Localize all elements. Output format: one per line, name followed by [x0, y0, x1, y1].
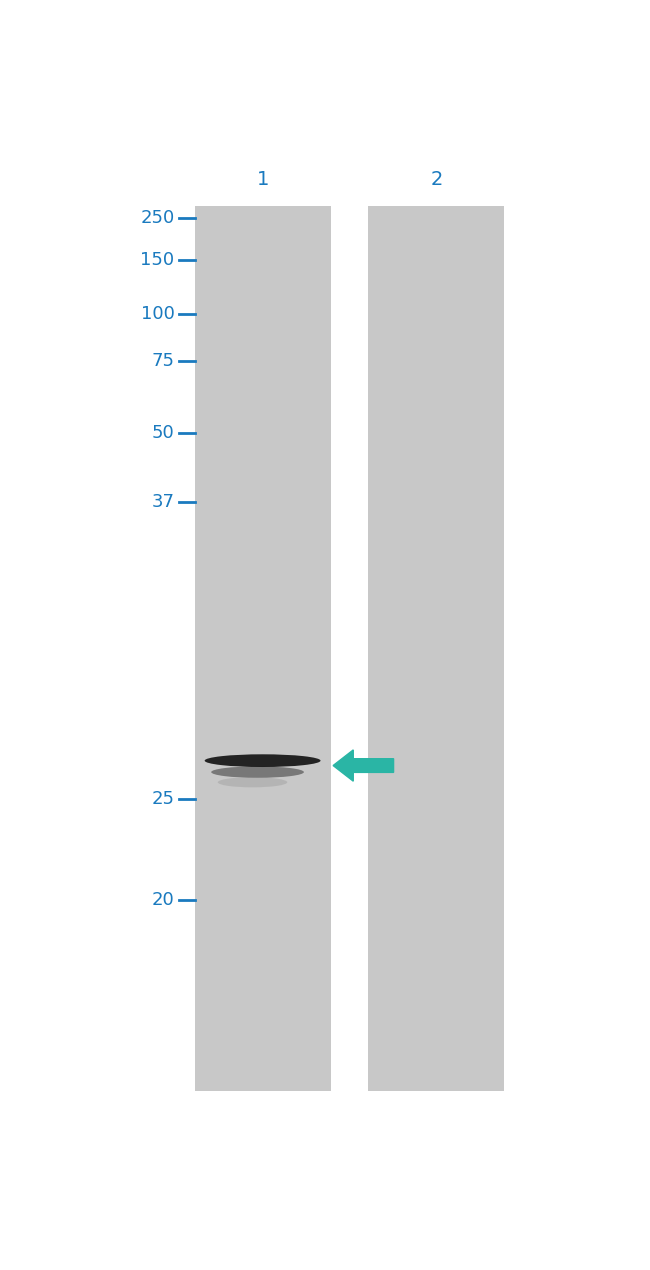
Ellipse shape	[218, 777, 287, 787]
Text: 20: 20	[151, 890, 174, 908]
Text: 150: 150	[140, 251, 174, 269]
Text: 50: 50	[151, 424, 174, 442]
Text: 100: 100	[140, 305, 174, 323]
Text: 2: 2	[430, 170, 443, 189]
Bar	[369, 206, 504, 1091]
Text: 37: 37	[151, 494, 174, 512]
Text: 1: 1	[256, 170, 269, 189]
Text: 250: 250	[140, 210, 174, 227]
Text: 75: 75	[151, 352, 174, 370]
Ellipse shape	[211, 766, 304, 777]
Ellipse shape	[205, 754, 320, 767]
FancyArrow shape	[333, 749, 393, 781]
Text: 25: 25	[151, 790, 174, 808]
Bar	[194, 206, 331, 1091]
